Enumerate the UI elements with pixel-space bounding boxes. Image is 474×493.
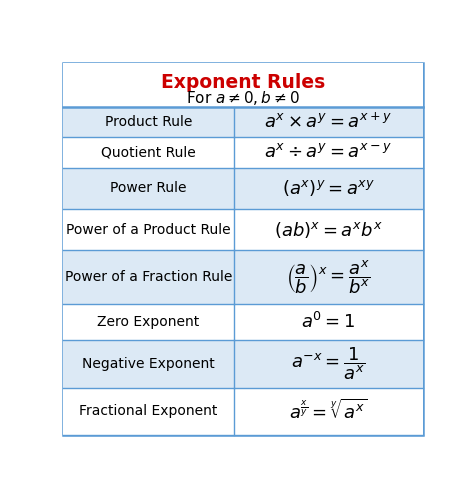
Bar: [63, 250, 423, 304]
Text: $a^{-x} = \dfrac{1}{a^x}$: $a^{-x} = \dfrac{1}{a^x}$: [291, 346, 365, 382]
Bar: [63, 340, 423, 387]
Text: Fractional Exponent: Fractional Exponent: [79, 404, 218, 418]
Text: Negative Exponent: Negative Exponent: [82, 357, 215, 371]
Bar: [63, 168, 423, 209]
Text: Power of a Product Rule: Power of a Product Rule: [66, 222, 231, 237]
Bar: [63, 304, 423, 340]
Text: $a^x \times a^y = a^{x+y}$: $a^x \times a^y = a^{x+y}$: [264, 112, 392, 132]
Text: $\left(a^x\right)^y = a^{xy}$: $\left(a^x\right)^y = a^{xy}$: [282, 178, 375, 198]
Text: For $a \neq 0, b \neq 0$: For $a \neq 0, b \neq 0$: [186, 89, 300, 107]
Text: $\left(ab\right)^x = a^x b^x$: $\left(ab\right)^x = a^x b^x$: [274, 219, 383, 240]
Bar: [63, 106, 423, 137]
Text: Product Rule: Product Rule: [105, 115, 192, 129]
Text: $\left(\dfrac{a}{b}\right)^x = \dfrac{a^x}{b^x}$: $\left(\dfrac{a}{b}\right)^x = \dfrac{a^…: [286, 258, 371, 296]
Bar: [63, 387, 423, 435]
Bar: [63, 209, 423, 250]
Text: Power Rule: Power Rule: [110, 181, 187, 195]
Text: $a^{\frac{x}{y}} = \sqrt[y]{a^x}$: $a^{\frac{x}{y}} = \sqrt[y]{a^x}$: [289, 399, 367, 423]
Text: Quotient Rule: Quotient Rule: [101, 145, 196, 159]
Text: Zero Exponent: Zero Exponent: [97, 315, 200, 329]
Text: Exponent Rules: Exponent Rules: [161, 72, 325, 92]
Text: Power of a Fraction Rule: Power of a Fraction Rule: [64, 270, 232, 284]
Text: $a^x \div a^y = a^{x-y}$: $a^x \div a^y = a^{x-y}$: [264, 143, 392, 161]
Text: $a^0 = 1$: $a^0 = 1$: [301, 312, 356, 332]
Bar: [63, 137, 423, 168]
Bar: [63, 63, 423, 106]
